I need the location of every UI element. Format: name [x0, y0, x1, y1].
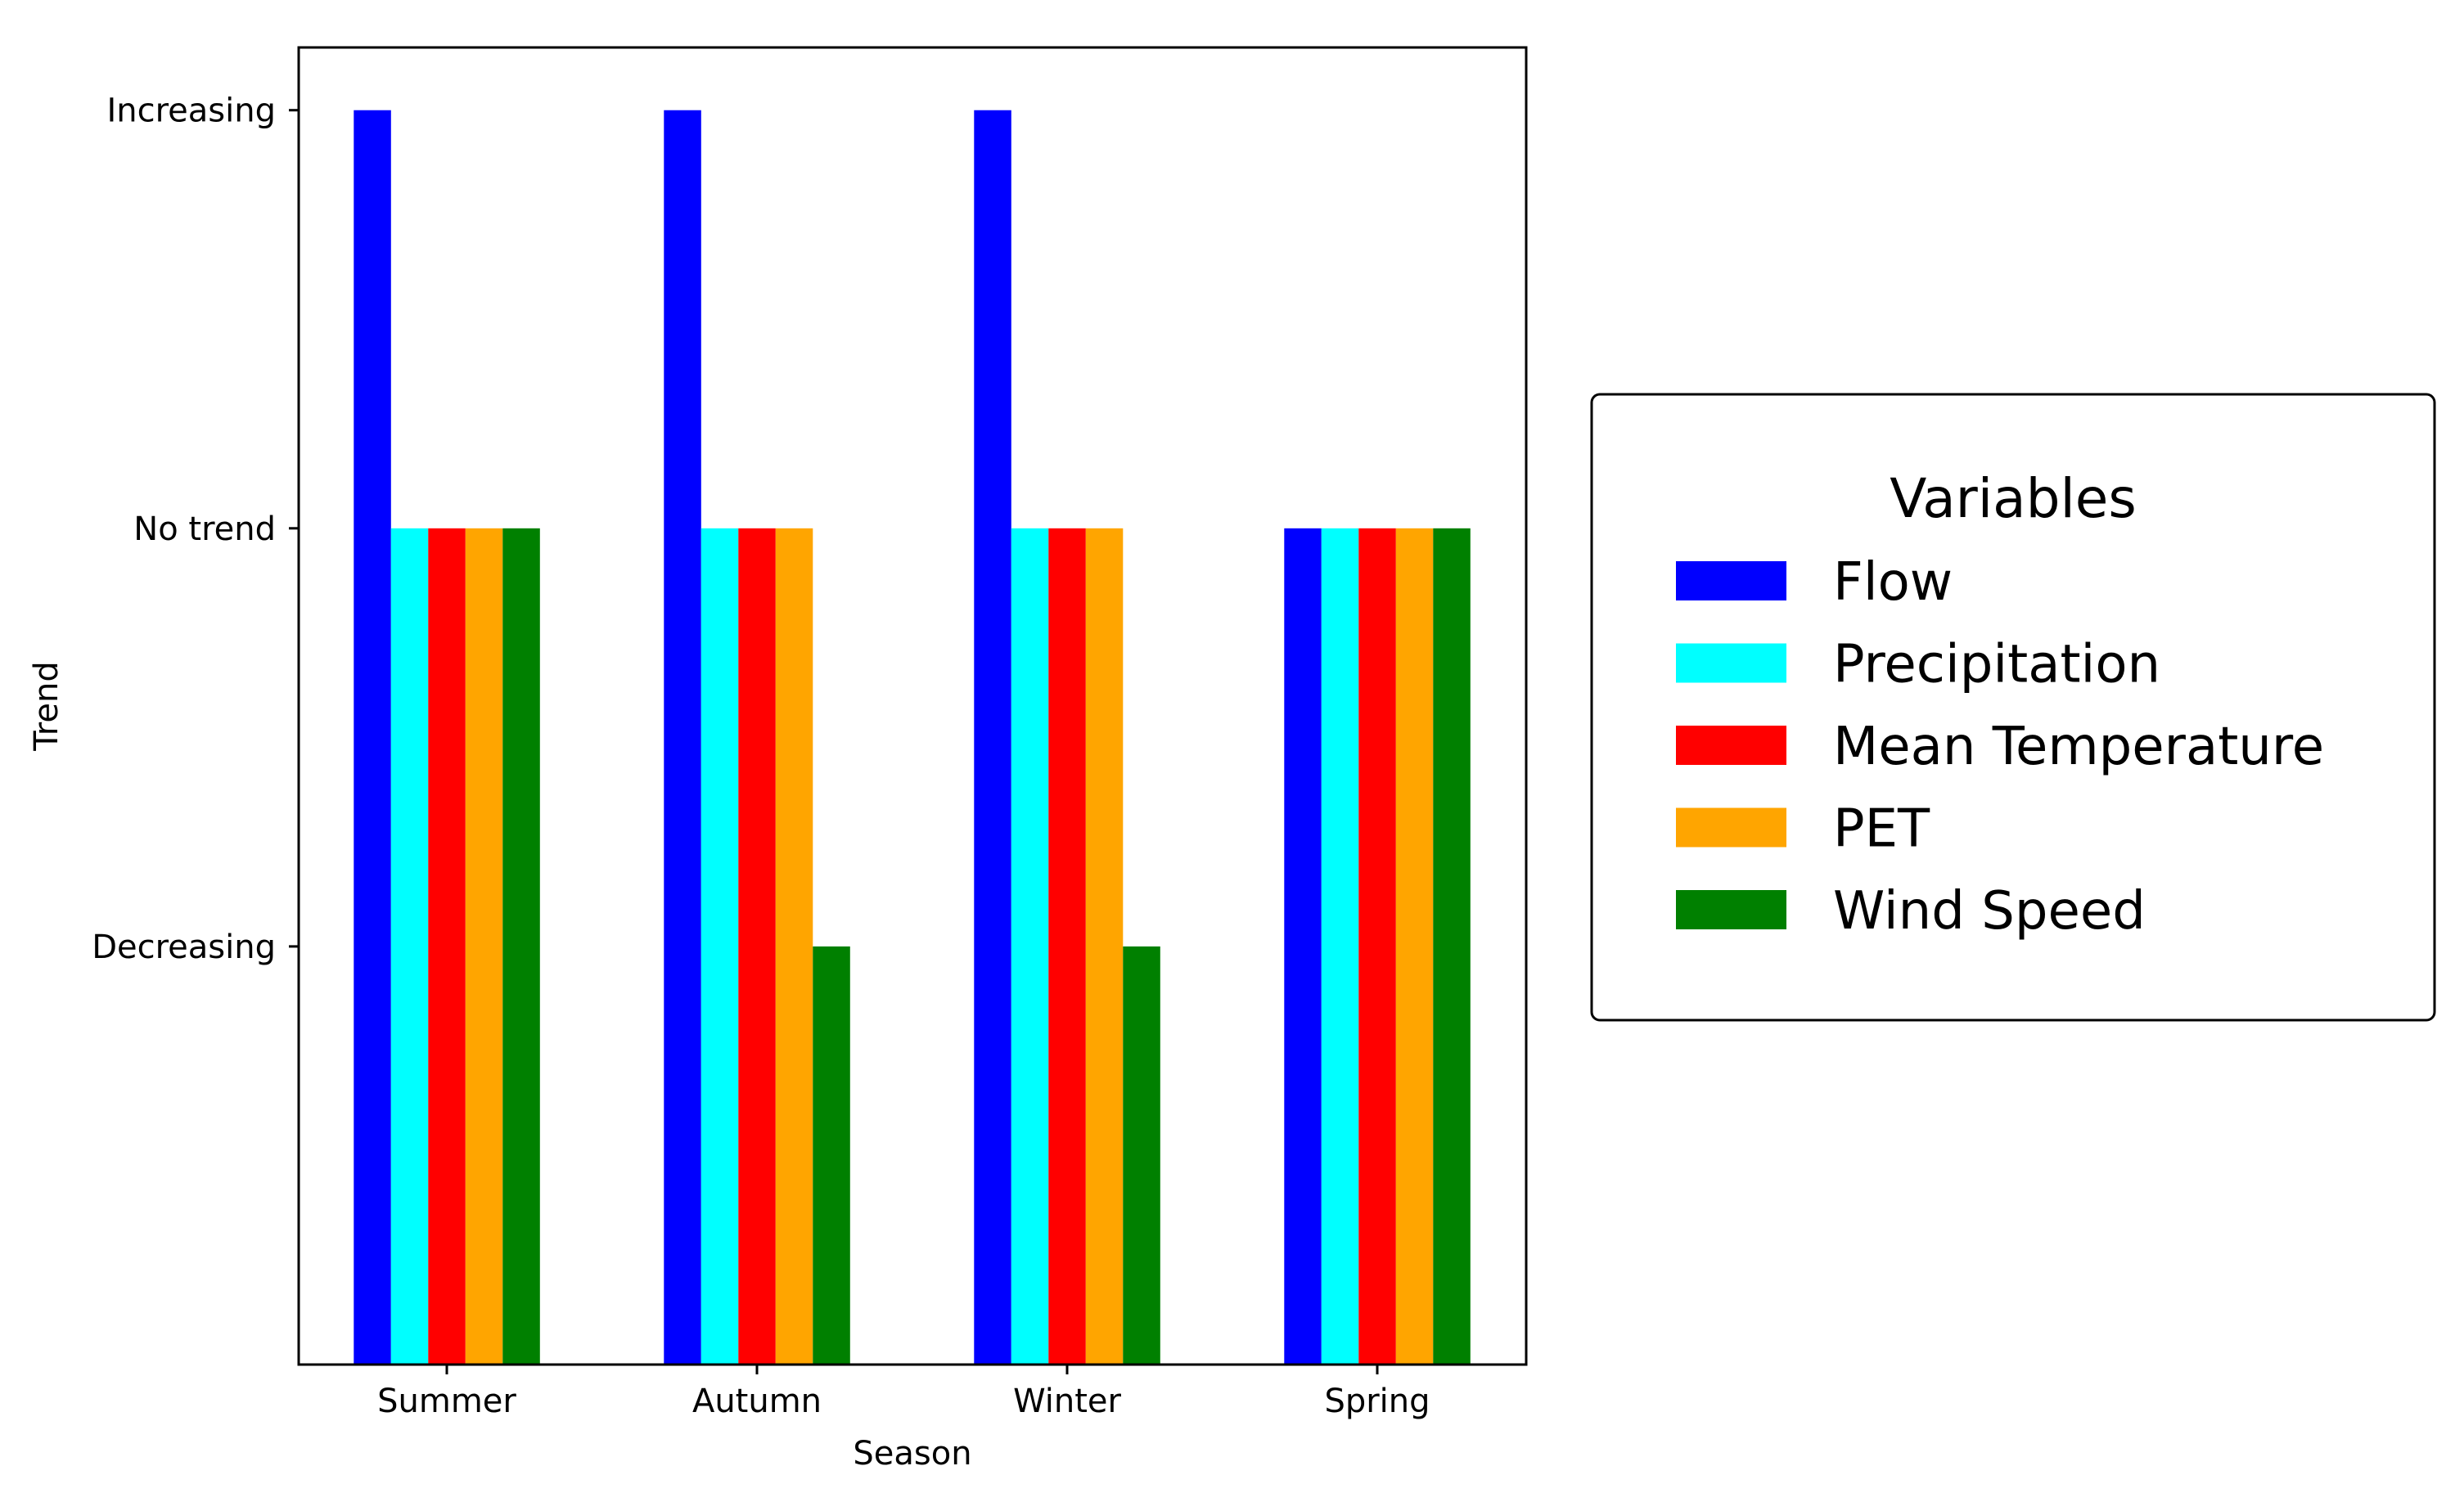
legend-label-mean-temperature: Mean Temperature	[1833, 717, 2324, 777]
bar-spring-flow	[1284, 528, 1322, 1365]
legend-swatch-flow	[1676, 561, 1786, 600]
bar-summer-pet	[465, 528, 503, 1365]
legend-label-precipitation: Precipitation	[1833, 635, 2160, 695]
legend-label-wind-speed: Wind Speed	[1833, 881, 2146, 942]
bar-winter-flow	[974, 110, 1011, 1365]
bar-spring-precipitation	[1321, 528, 1359, 1365]
bar-spring-mean-temperature	[1358, 528, 1396, 1365]
bar-autumn-wind-speed	[813, 946, 850, 1365]
bar-autumn-flow	[664, 110, 701, 1365]
bar-summer-mean-temperature	[428, 528, 466, 1365]
bar-winter-pet	[1085, 528, 1124, 1365]
bar-autumn-mean-temperature	[738, 528, 776, 1365]
bars-layer	[354, 110, 1471, 1365]
bar-spring-pet	[1395, 528, 1434, 1365]
legend-label-pet: PET	[1833, 799, 1930, 860]
plot-frame	[297, 46, 1528, 1366]
legend-swatch-wind-speed	[1676, 890, 1786, 929]
y-tick-label: Decreasing	[92, 929, 276, 966]
y-axis-label: Trend	[28, 661, 65, 751]
bar-winter-wind-speed	[1123, 946, 1160, 1365]
x-tick-label: Autumn	[692, 1383, 822, 1420]
bar-spring-wind-speed	[1433, 528, 1471, 1365]
x-tick-label: Spring	[1324, 1383, 1430, 1420]
bar-winter-precipitation	[1011, 528, 1049, 1365]
y-tick-label: Increasing	[106, 92, 276, 130]
legend-swatch-pet	[1676, 807, 1786, 848]
y-tick-label: No trend	[133, 510, 276, 548]
bar-winter-mean-temperature	[1048, 528, 1086, 1365]
y-axis: Increasing No trend Decreasing	[92, 92, 299, 966]
x-axis: Summer Autumn Winter Spring	[377, 1365, 1430, 1420]
bar-summer-flow	[354, 110, 391, 1365]
legend-label-flow: Flow	[1833, 552, 1953, 613]
bar-summer-wind-speed	[502, 528, 540, 1365]
bar-autumn-precipitation	[700, 528, 739, 1365]
legend: Variables Flow Precipitation Mean Temperat…	[1590, 393, 2436, 1022]
x-tick-label: Winter	[1013, 1383, 1121, 1420]
legend-items: Flow Precipitation Mean Temperature PET Wind…	[1676, 552, 2324, 942]
legend-title: Variables	[1890, 467, 2137, 530]
legend-swatch-mean-temperature	[1676, 726, 1786, 765]
x-axis-label: Season	[853, 1435, 971, 1473]
legend-box	[1590, 393, 2436, 1022]
legend-swatch-precipitation	[1676, 643, 1786, 683]
bar-summer-precipitation	[390, 528, 429, 1365]
bar-autumn-pet	[775, 528, 813, 1365]
x-tick-label: Summer	[377, 1383, 516, 1420]
